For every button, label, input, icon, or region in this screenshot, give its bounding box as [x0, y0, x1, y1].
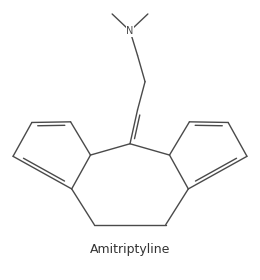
Text: Amitriptyline: Amitriptyline [90, 244, 170, 256]
Text: N: N [126, 26, 134, 36]
